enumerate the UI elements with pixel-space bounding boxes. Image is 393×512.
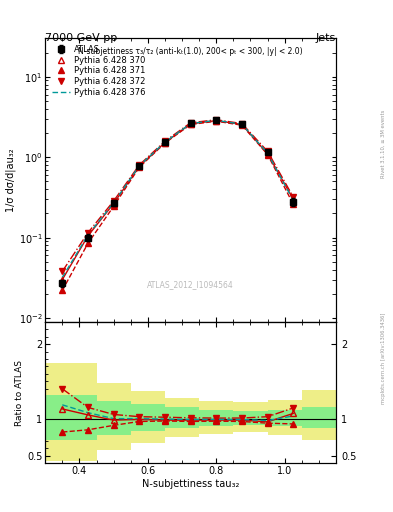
Text: ATLAS_2012_I1094564: ATLAS_2012_I1094564 [147, 281, 234, 289]
Pythia 6.428 370 [163, 139, 167, 145]
Pythia 6.428 372 [214, 117, 219, 123]
Legend: ATLAS, Pythia 6.428 370, Pythia 6.428 371, Pythia 6.428 372, Pythia 6.428 376: ATLAS, Pythia 6.428 370, Pythia 6.428 37… [50, 42, 147, 99]
Pythia 6.428 371 [291, 201, 296, 207]
Pythia 6.428 372 [163, 138, 167, 144]
Line: Pythia 6.428 370: Pythia 6.428 370 [59, 118, 296, 283]
Pythia 6.428 376 [86, 232, 90, 238]
Pythia 6.428 371 [214, 118, 219, 124]
Line: Pythia 6.428 376: Pythia 6.428 376 [62, 120, 293, 278]
Pythia 6.428 376 [111, 200, 116, 206]
Pythia 6.428 371 [86, 240, 90, 246]
Pythia 6.428 372 [240, 120, 244, 126]
Pythia 6.428 376 [163, 139, 167, 145]
Pythia 6.428 371 [111, 203, 116, 209]
Pythia 6.428 371 [265, 152, 270, 158]
Pythia 6.428 372 [86, 230, 90, 236]
Pythia 6.428 370 [291, 196, 296, 202]
Pythia 6.428 371 [188, 121, 193, 127]
Pythia 6.428 370 [86, 233, 90, 239]
Line: Pythia 6.428 372: Pythia 6.428 372 [59, 117, 296, 274]
Pythia 6.428 371 [163, 140, 167, 146]
Pythia 6.428 371 [137, 164, 141, 170]
Pythia 6.428 376 [188, 120, 193, 126]
Pythia 6.428 370 [111, 201, 116, 207]
Pythia 6.428 376 [214, 117, 219, 123]
Pythia 6.428 370 [240, 121, 244, 127]
Text: mcplots.cern.ch [arXiv:1306.3436]: mcplots.cern.ch [arXiv:1306.3436] [381, 313, 386, 404]
Pythia 6.428 376 [137, 163, 141, 169]
Pythia 6.428 370 [265, 151, 270, 157]
Text: Rivet 3.1.10, ≥ 3M events: Rivet 3.1.10, ≥ 3M events [381, 109, 386, 178]
Line: Pythia 6.428 371: Pythia 6.428 371 [59, 118, 296, 293]
Pythia 6.428 371 [240, 122, 244, 129]
Y-axis label: 1/σ dσ/d|au₃₂: 1/σ dσ/d|au₃₂ [5, 148, 16, 212]
Text: N-subjettiness τ₃/τ₂ (anti-kₜ(1.0), 200< pₜ < 300, |y| < 2.0): N-subjettiness τ₃/τ₂ (anti-kₜ(1.0), 200<… [78, 47, 303, 56]
X-axis label: N-subjettiness tau₃₂: N-subjettiness tau₃₂ [142, 479, 239, 489]
Pythia 6.428 376 [265, 150, 270, 156]
Pythia 6.428 372 [291, 194, 296, 200]
Pythia 6.428 370 [188, 121, 193, 127]
Pythia 6.428 372 [188, 120, 193, 126]
Pythia 6.428 376 [240, 121, 244, 127]
Pythia 6.428 376 [291, 197, 296, 203]
Y-axis label: Ratio to ATLAS: Ratio to ATLAS [15, 359, 24, 425]
Pythia 6.428 372 [265, 148, 270, 155]
Pythia 6.428 370 [214, 118, 219, 124]
Pythia 6.428 371 [60, 287, 65, 293]
Pythia 6.428 370 [137, 163, 141, 169]
Pythia 6.428 372 [137, 162, 141, 168]
Text: 7000 GeV pp: 7000 GeV pp [45, 33, 118, 44]
Pythia 6.428 372 [111, 198, 116, 204]
Pythia 6.428 372 [60, 268, 65, 274]
Text: Jets: Jets [316, 33, 336, 44]
Pythia 6.428 376 [60, 274, 65, 281]
Pythia 6.428 370 [60, 276, 65, 283]
